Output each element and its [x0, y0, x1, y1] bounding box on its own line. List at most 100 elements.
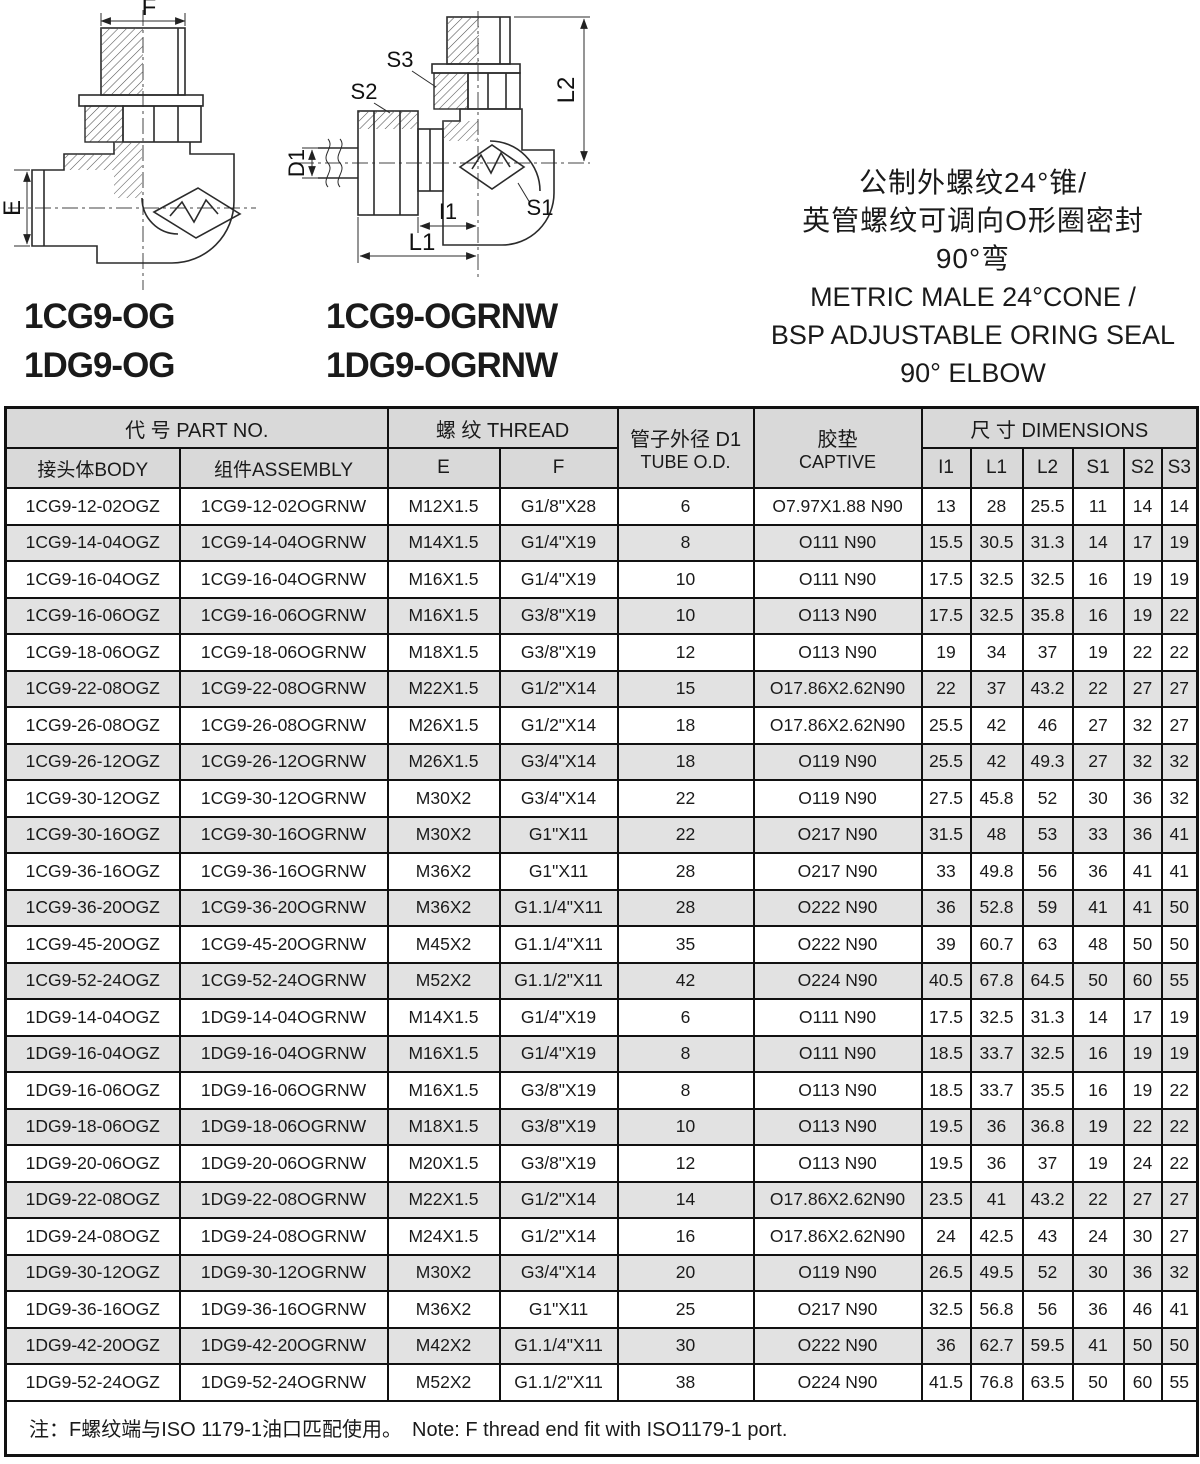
table-cell: 22 [1122, 1107, 1163, 1146]
table-cell: 52 [1021, 1253, 1074, 1292]
table-cell: 14 [1071, 998, 1125, 1037]
table-cell: O217 N90 [752, 815, 923, 854]
table-cell: 60 [1122, 1363, 1163, 1402]
header-tube-od: 管子外径 D1 TUBE O.D. [616, 406, 755, 489]
table-row: 1DG9-22-08OGZ 1DG9-22-08OGRNW M22X1.5 G1/2"… [4, 1180, 1199, 1219]
table-cell: 8 [616, 1071, 755, 1110]
table-cell: 64.5 [1021, 961, 1074, 1000]
header-s1: S1 [1071, 447, 1125, 489]
table-cell: 25.5 [920, 742, 972, 781]
table-cell: M18X1.5 [386, 633, 501, 672]
table-cell: 32 [1160, 1253, 1199, 1292]
table-cell: G1.1/2"X11 [498, 961, 619, 1000]
table-cell: 49.8 [969, 852, 1024, 891]
table-cell: 27 [1160, 1180, 1199, 1219]
table-cell: 32.5 [969, 560, 1024, 599]
brand-diamond-logo [458, 144, 526, 190]
table-cell: 1CG9-16-04OGZ [4, 560, 181, 599]
table-cell: 17.5 [920, 998, 972, 1037]
table-cell: 23.5 [920, 1180, 972, 1219]
table-row: 1CG9-30-16OGZ 1CG9-30-16OGRNW M30X2 G1"X11 2… [4, 815, 1199, 854]
table-cell: 1CG9-36-16OGZ [4, 852, 181, 891]
table-cell: 50 [1160, 925, 1199, 964]
header-assembly: 组件ASSEMBLY [178, 447, 389, 489]
dim-label-l1: L1 [409, 229, 436, 256]
table-cell: 48 [1071, 925, 1125, 964]
table-cell: G3/8"X19 [498, 596, 619, 635]
table-cell: 24 [920, 1217, 972, 1256]
table-cell: M22X1.5 [386, 669, 501, 708]
table-cell: 24 [1071, 1217, 1125, 1256]
table-cell: 56 [1021, 852, 1074, 891]
table-cell: G1/4"X19 [498, 998, 619, 1037]
table-cell: 22 [1160, 1107, 1199, 1146]
table-cell: G1/2"X14 [498, 669, 619, 708]
table-cell: 17 [1122, 523, 1163, 562]
table-row: 1CG9-26-12OGZ 1CG9-26-12OGRNW M26X1.5 G3/4"… [4, 742, 1199, 781]
table-cell: 14 [616, 1180, 755, 1219]
table-cell: 32.5 [969, 998, 1024, 1037]
table-cell: 32.5 [1021, 1034, 1074, 1073]
table-cell: G1/2"X14 [498, 1217, 619, 1256]
table-cell: M12X1.5 [386, 487, 501, 526]
table-cell: 37 [969, 669, 1024, 708]
header-f: F [498, 447, 619, 489]
table-cell: O7.97X1.88 N90 [752, 487, 923, 526]
table-cell: 46 [1122, 1290, 1163, 1329]
table-cell: M52X2 [386, 961, 501, 1000]
title-en-line2: BSP ADJUSTABLE ORING SEAL [770, 320, 1176, 350]
table-cell: 22 [1160, 596, 1199, 635]
table-cell: 42 [969, 706, 1024, 745]
table-cell: 18 [616, 706, 755, 745]
dim-label-s1: S1 [527, 195, 554, 220]
dim-label-d1: D1 [288, 149, 309, 177]
table-cell: 19 [920, 633, 972, 672]
table-cell: 14 [1122, 487, 1163, 526]
table-cell: O17.86X2.62N90 [752, 669, 923, 708]
table-cell: G3/4"X14 [498, 1253, 619, 1292]
table-cell: 27 [1160, 1217, 1199, 1256]
table-cell: 1DG9-16-06OGRNW [178, 1071, 389, 1110]
table-cell: 35.8 [1021, 596, 1074, 635]
table-cell: 18.5 [920, 1034, 972, 1073]
table-cell: 43.2 [1021, 1180, 1074, 1219]
table-row: 1CG9-36-20OGZ 1CG9-36-20OGRNW M36X2 G1.1/4"… [4, 888, 1199, 927]
table-cell: 55 [1160, 961, 1199, 1000]
table-cell: 43.2 [1021, 669, 1074, 708]
table-row: 1CG9-14-04OGZ 1CG9-14-04OGRNW M14X1.5 G1/4"… [4, 523, 1199, 562]
table-cell: M16X1.5 [386, 1071, 501, 1110]
table-cell: 36 [920, 1326, 972, 1365]
table-cell: 27 [1122, 1180, 1163, 1219]
table-cell: 28 [969, 487, 1024, 526]
table-row: 1CG9-36-16OGZ 1CG9-36-16OGRNW M36X2 G1"X11 2… [4, 852, 1199, 891]
table-cell: 17.5 [920, 560, 972, 599]
header-l2: L2 [1021, 447, 1074, 489]
table-cell: 11 [1071, 487, 1125, 526]
table-cell: O119 N90 [752, 1253, 923, 1292]
table-cell: 36 [1122, 815, 1163, 854]
table-cell: 19 [1071, 1144, 1125, 1183]
table-cell: O113 N90 [752, 596, 923, 635]
table-cell: M26X1.5 [386, 706, 501, 745]
table-cell: 22 [1160, 633, 1199, 672]
table-cell: 19 [1122, 1034, 1163, 1073]
table-cell: 16 [1071, 1071, 1125, 1110]
table-cell: G1"X11 [498, 815, 619, 854]
table-cell: 22 [920, 669, 972, 708]
table-cell: 55 [1160, 1363, 1199, 1402]
table-cell: 36 [969, 1107, 1024, 1146]
table-cell: G1/8"X28 [498, 487, 619, 526]
table-cell: M24X1.5 [386, 1217, 501, 1256]
table-cell: M42X2 [386, 1326, 501, 1365]
table-row: 1CG9-18-06OGZ 1CG9-18-06OGRNW M18X1.5 G3/8"… [4, 633, 1199, 672]
table-header: 代 号 PART NO. 螺 纹 THREAD 管子外径 D1 TUBE O.D… [4, 406, 1199, 489]
table-cell: 60.7 [969, 925, 1024, 964]
table-cell: 49.5 [969, 1253, 1024, 1292]
left-technical-drawing: F E [2, 0, 256, 290]
table-cell: G1/4"X19 [498, 523, 619, 562]
table-cell: M16X1.5 [386, 596, 501, 635]
table-row: 1CG9-26-08OGZ 1CG9-26-08OGRNW M26X1.5 G1/2"… [4, 706, 1199, 745]
table-cell: 1DG9-30-12OGRNW [178, 1253, 389, 1292]
table-cell: M26X1.5 [386, 742, 501, 781]
table-cell: 16 [1071, 1034, 1125, 1073]
